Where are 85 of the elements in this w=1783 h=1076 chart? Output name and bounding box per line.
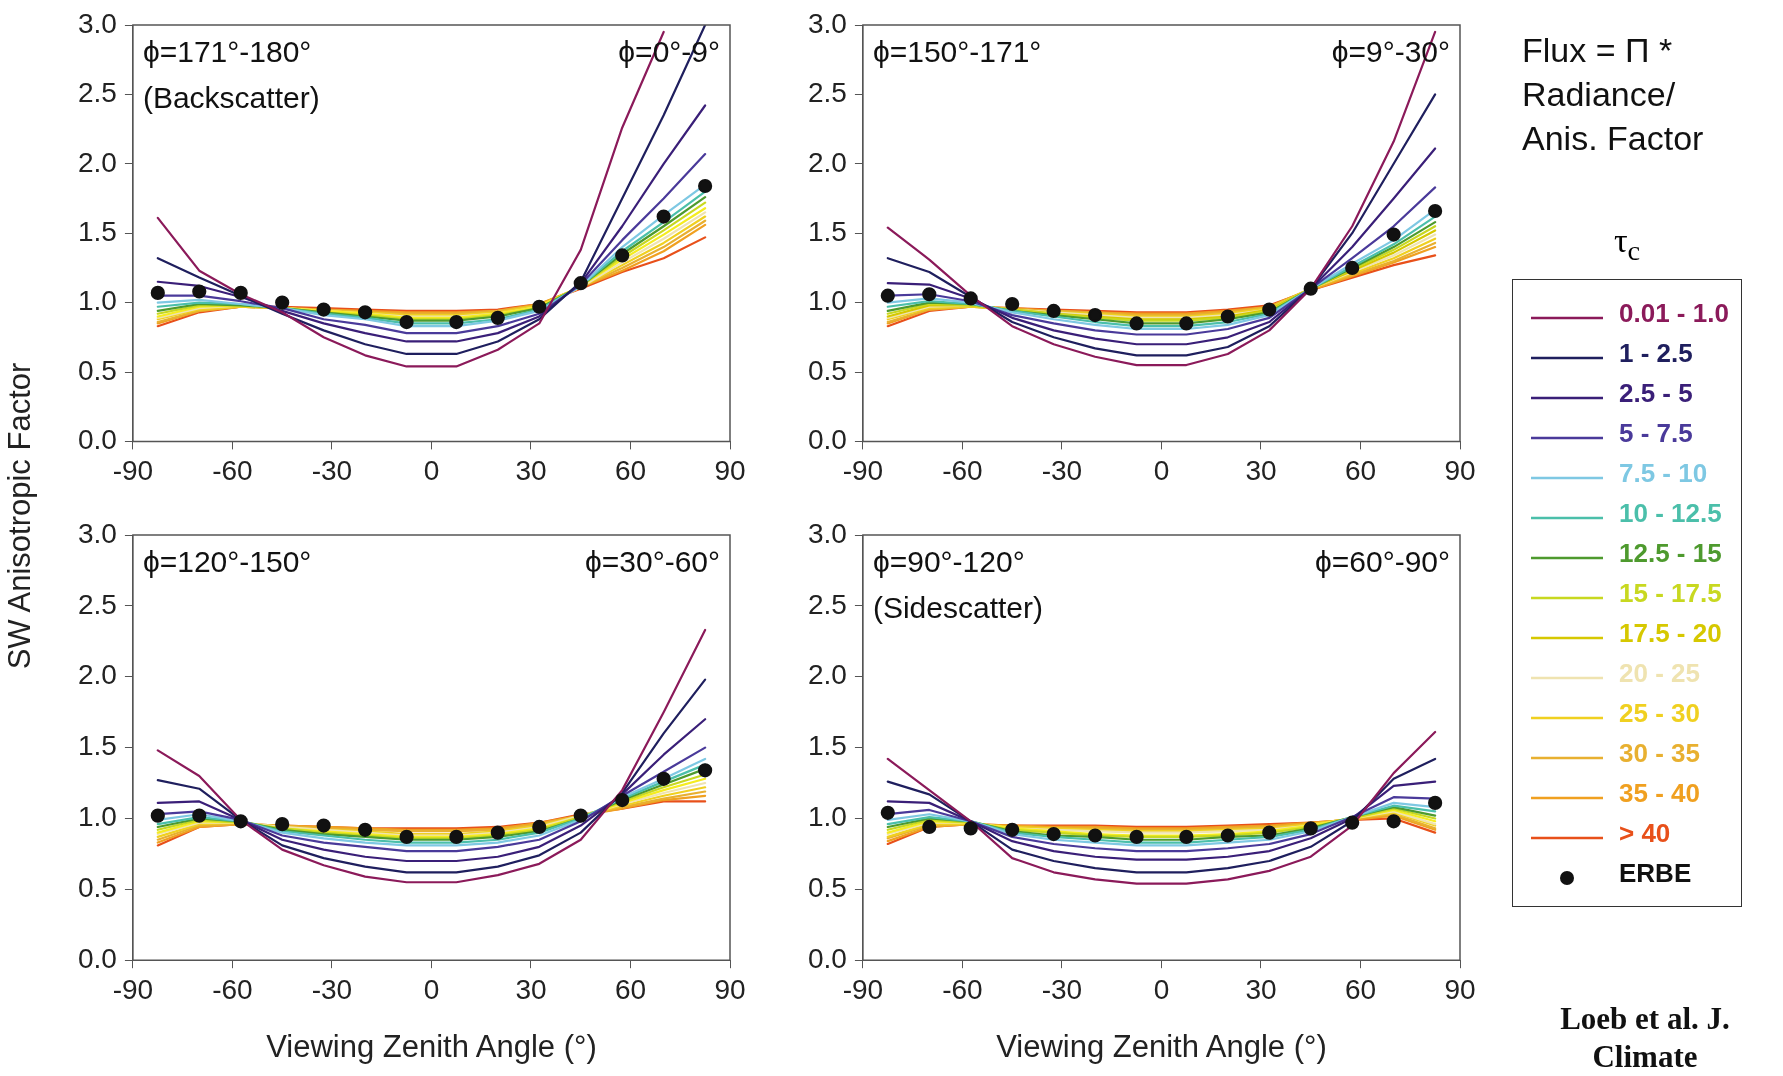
legend-label: 20 - 25 [1619, 658, 1700, 690]
annotation: ϕ=150°-171° [872, 35, 1042, 69]
x-tick-label: 0 [1153, 973, 1170, 1005]
y-tick-label: 2.5 [77, 588, 117, 620]
y-tick-label: 1.0 [77, 801, 117, 833]
text: Loeb et al. J. Climate [1560, 1000, 1730, 1076]
annotation: ϕ=30°-60° [584, 545, 720, 579]
legend-label: 17.5 - 20 [1619, 618, 1722, 650]
y-tick-label: 3.0 [807, 7, 847, 39]
y-tick-label: 1.0 [77, 285, 117, 317]
x-tick-label: 0 [423, 454, 440, 486]
x-tick-label: -30 [1041, 973, 1083, 1005]
y-tick-label: 2.0 [807, 659, 847, 691]
y-tick-label: 0.0 [77, 942, 117, 974]
y-tick-label: 0.5 [807, 354, 847, 386]
annotation: (Sidescatter) [872, 591, 1043, 625]
annotation: ϕ=90°-120° [872, 545, 1025, 579]
x-tick-label: -30 [311, 454, 353, 486]
y-tick-label: 2.5 [807, 77, 847, 109]
x-tick-label: -90 [842, 973, 884, 1005]
y-tick-label: 0.0 [77, 424, 117, 456]
y-tick-label: 3.0 [77, 517, 117, 549]
legend-label: 15 - 17.5 [1619, 578, 1722, 610]
y-tick-label: 0.5 [77, 354, 117, 386]
x-tick-label: 0 [423, 973, 440, 1005]
x-tick-label: 60 [614, 454, 647, 486]
x-tick-label: 30 [1245, 973, 1277, 1005]
y-tick-label: 3.0 [807, 517, 847, 549]
annotation: ϕ=171°-180° [142, 35, 312, 69]
y-tick-label: 1.5 [807, 730, 847, 762]
x-tick-label: 90 [714, 454, 746, 486]
y-tick-label: 1.5 [77, 215, 117, 247]
y-tick-label: 1.0 [807, 801, 847, 833]
annotation: ϕ=120°-150° [142, 545, 312, 579]
y-tick-label: 2.5 [77, 77, 117, 109]
y-axis-title: SW Anisotropic Factor [2, 361, 38, 672]
y-tick-label: 2.0 [807, 146, 847, 178]
y-tick-label: 2.0 [77, 146, 117, 178]
legend-title: τ$_{c}$ [1612, 222, 1642, 267]
x-tick-label: 90 [1444, 973, 1476, 1005]
x-tick-label: -90 [842, 454, 884, 486]
text: Flux = Π * Radiance/ Anis. Factor [1522, 30, 1705, 159]
y-tick-label: 1.5 [77, 730, 117, 762]
x-tick-label: 90 [1444, 454, 1476, 486]
x-tick-label: -30 [311, 973, 353, 1005]
legend-label: > 40 [1619, 818, 1671, 850]
x-tick-label: 60 [1344, 454, 1377, 486]
y-tick-label: 3.0 [77, 7, 117, 39]
x-tick-label: 0 [1153, 454, 1170, 486]
x-tick-label: -60 [942, 973, 983, 1005]
legend-label: 35 - 40 [1619, 778, 1700, 810]
legend-label: 30 - 35 [1619, 738, 1700, 770]
x-tick-label: -60 [212, 973, 253, 1005]
y-tick-label: 0.0 [807, 942, 847, 974]
x-tick-label: 30 [515, 454, 547, 486]
x-tick-label: -60 [942, 454, 983, 486]
legend-label: 12.5 - 15 [1619, 538, 1722, 570]
legend-label: ERBE [1619, 858, 1692, 890]
legend-label: 5 - 7.5 [1619, 418, 1693, 450]
legend-label: 1 - 2.5 [1619, 338, 1693, 370]
x-tick-label: 30 [1245, 454, 1277, 486]
x-tick-label: -90 [112, 973, 154, 1005]
legend-label: 10 - 12.5 [1619, 498, 1722, 530]
x-tick-label: 90 [714, 973, 746, 1005]
x-tick-label: -90 [112, 454, 154, 486]
y-tick-label: 1.0 [807, 285, 847, 317]
legend-label: 2.5 - 5 [1619, 378, 1693, 410]
x-axis-title: Viewing Zenith Angle (°) [996, 1028, 1327, 1064]
y-tick-label: 0.5 [807, 872, 847, 904]
x-tick-label: -60 [212, 454, 253, 486]
legend-label: 0.01 - 1.0 [1619, 298, 1729, 330]
y-tick-label: 2.0 [77, 659, 117, 691]
y-tick-label: 0.0 [807, 424, 847, 456]
x-tick-label: 60 [614, 973, 647, 1005]
y-tick-label: 2.5 [807, 588, 847, 620]
x-axis-title: Viewing Zenith Angle (°) [266, 1028, 597, 1064]
annotation: (Backscatter) [142, 81, 320, 115]
x-tick-label: 60 [1344, 973, 1377, 1005]
x-tick-label: -30 [1041, 454, 1083, 486]
annotation: ϕ=60°-90° [1314, 545, 1450, 579]
y-tick-label: 1.5 [807, 215, 847, 247]
legend-label: 7.5 - 10 [1619, 458, 1708, 490]
legend-label: 25 - 30 [1619, 698, 1700, 730]
x-tick-label: 30 [515, 973, 547, 1005]
y-tick-label: 0.5 [77, 872, 117, 904]
